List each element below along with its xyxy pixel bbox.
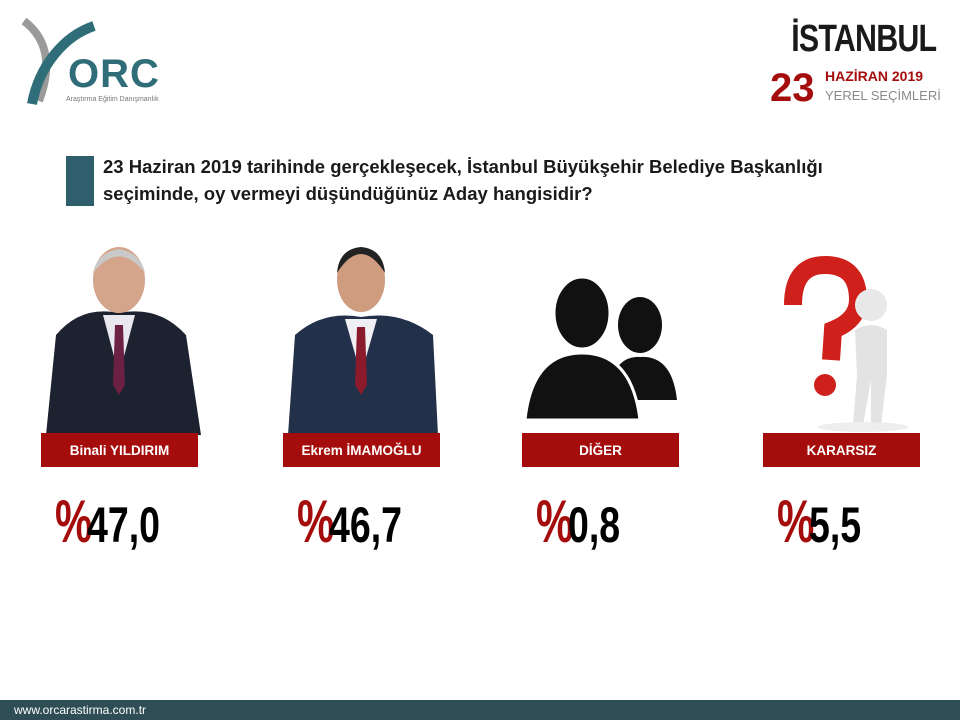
candidate-photo xyxy=(46,247,201,435)
logo-subtitle: Araştırma Eğitim Danışmanlık xyxy=(66,96,159,103)
candidate-name: KARARSIZ xyxy=(763,433,920,467)
candidate-name: Ekrem İMAMOĞLU xyxy=(283,433,440,467)
percent-symbol: % xyxy=(55,488,93,555)
question-marker xyxy=(66,156,94,206)
city-title: İSTANBUL xyxy=(790,18,937,60)
candidate-name: DİĞER xyxy=(522,433,679,467)
website-link[interactable]: www.orcarastirma.com.tr xyxy=(14,703,147,717)
percentage-value: 46,7 xyxy=(329,497,402,553)
percent-symbol: % xyxy=(536,488,574,555)
logo-text: ORC xyxy=(68,52,160,96)
election-day: 23 xyxy=(770,66,815,110)
survey-question: 23 Haziran 2019 tarihinde gerçekleşecek,… xyxy=(103,156,823,204)
candidate-percentage: %5,5 xyxy=(777,487,879,556)
election-month: HAZİRAN 2019 xyxy=(825,68,924,84)
candidate-percentage: %0,8 xyxy=(536,487,638,556)
candidate-name: Binali YILDIRIM xyxy=(41,433,198,467)
orc-logo xyxy=(21,17,96,106)
footer-bar xyxy=(0,700,960,720)
percentage-value: 5,5 xyxy=(809,497,862,553)
question-mark-figure-icon xyxy=(784,255,908,432)
candidate-percentage: %47,0 xyxy=(55,487,184,556)
candidate-card: KARARSIZ %5,5 xyxy=(763,235,923,555)
percent-symbol: % xyxy=(777,488,815,555)
candidate-card: Binali YILDIRIM %47,0 xyxy=(41,235,201,555)
percentage-value: 0,8 xyxy=(568,497,621,553)
people-silhouette-icon xyxy=(523,275,677,422)
percentage-value: 47,0 xyxy=(87,497,160,553)
candidate-card: DİĞER %0,8 xyxy=(522,235,682,555)
percent-symbol: % xyxy=(297,488,335,555)
candidate-percentage: %46,7 xyxy=(297,487,426,556)
election-type: YEREL SEÇİMLERİ xyxy=(825,88,941,103)
candidate-card: Ekrem İMAMOĞLU %46,7 xyxy=(283,235,443,555)
candidate-photo xyxy=(288,247,438,435)
